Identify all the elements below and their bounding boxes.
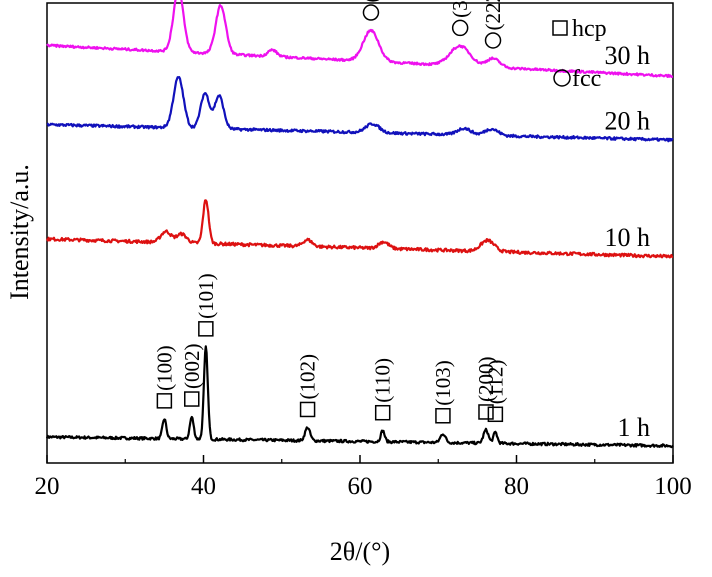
peak-label: (110) bbox=[371, 358, 395, 403]
peak-annotation: (222) bbox=[481, 0, 505, 49]
legend-circle-marker bbox=[553, 69, 571, 87]
x-tick-label: 20 bbox=[35, 473, 60, 500]
peak-annotation: (220) bbox=[359, 0, 383, 21]
hcp-marker bbox=[156, 393, 173, 409]
peak-label: (222) bbox=[481, 0, 505, 30]
legend-item: fcc bbox=[553, 66, 601, 92]
series-label: 1 h bbox=[618, 413, 651, 442]
fcc-marker bbox=[362, 4, 380, 21]
peak-annotations: (100) (002) (101) (102) (110) (103) (200)(112)… bbox=[152, 0, 507, 424]
hcp-marker bbox=[478, 404, 494, 420]
hcp-marker bbox=[435, 408, 451, 424]
hcp-marker bbox=[374, 404, 391, 421]
peak-annotation: (110) bbox=[371, 358, 395, 421]
series-line bbox=[45, 345, 674, 449]
peak-label: (200) bbox=[474, 356, 498, 402]
peak-label: (311) bbox=[448, 0, 472, 18]
series-line bbox=[46, 76, 674, 143]
peak-annotation: (002) bbox=[180, 344, 204, 407]
peak-annotation: (311) bbox=[448, 0, 472, 37]
peak-annotation: (102) bbox=[296, 354, 320, 418]
peak-annotation: (112) bbox=[483, 360, 507, 423]
series-line bbox=[46, 0, 674, 78]
x-tick-label: 100 bbox=[654, 473, 692, 500]
peak-annotation: (100) bbox=[152, 345, 176, 409]
legend-label: hcp bbox=[572, 16, 607, 42]
peak-label: (220) bbox=[359, 0, 383, 3]
legend-square-marker bbox=[552, 20, 568, 36]
x-tick-label: 80 bbox=[504, 473, 529, 500]
y-axis-title: Intensity/a.u. bbox=[5, 164, 34, 300]
series-label: 30 h bbox=[605, 41, 651, 70]
series-line bbox=[45, 199, 674, 259]
x-axis-title: 2θ/(°) bbox=[330, 537, 390, 566]
peak-label: (100) bbox=[152, 345, 176, 391]
hcp-marker bbox=[487, 406, 504, 423]
hcp-marker bbox=[299, 401, 316, 418]
peak-annotation: (200) bbox=[474, 356, 498, 420]
peak-label: (101) bbox=[194, 273, 218, 319]
series-layer bbox=[45, 0, 674, 449]
peak-label: (103) bbox=[431, 360, 455, 406]
series-label: 10 h bbox=[605, 223, 651, 252]
hcp-marker bbox=[184, 391, 200, 407]
fcc-marker bbox=[484, 32, 502, 49]
legend-item: hcp bbox=[552, 16, 607, 42]
x-axis: 20 40 60 80 100 bbox=[35, 455, 692, 500]
series-label: 20 h bbox=[605, 106, 651, 135]
peak-annotation: (101) bbox=[194, 273, 218, 337]
x-tick-label: 40 bbox=[191, 473, 216, 500]
hcp-marker bbox=[198, 321, 214, 337]
x-tick-label: 60 bbox=[348, 473, 373, 500]
peak-label: (002) bbox=[180, 344, 204, 390]
peak-annotation: (103) bbox=[431, 360, 455, 424]
peak-label: (102) bbox=[296, 354, 320, 400]
series-labels: 1 h 10 h 20 h 30 h bbox=[605, 41, 651, 442]
fcc-marker bbox=[451, 19, 469, 37]
legend: hcp fcc bbox=[552, 16, 607, 92]
legend-label: fcc bbox=[572, 66, 601, 92]
peak-label: (112) bbox=[483, 360, 507, 405]
